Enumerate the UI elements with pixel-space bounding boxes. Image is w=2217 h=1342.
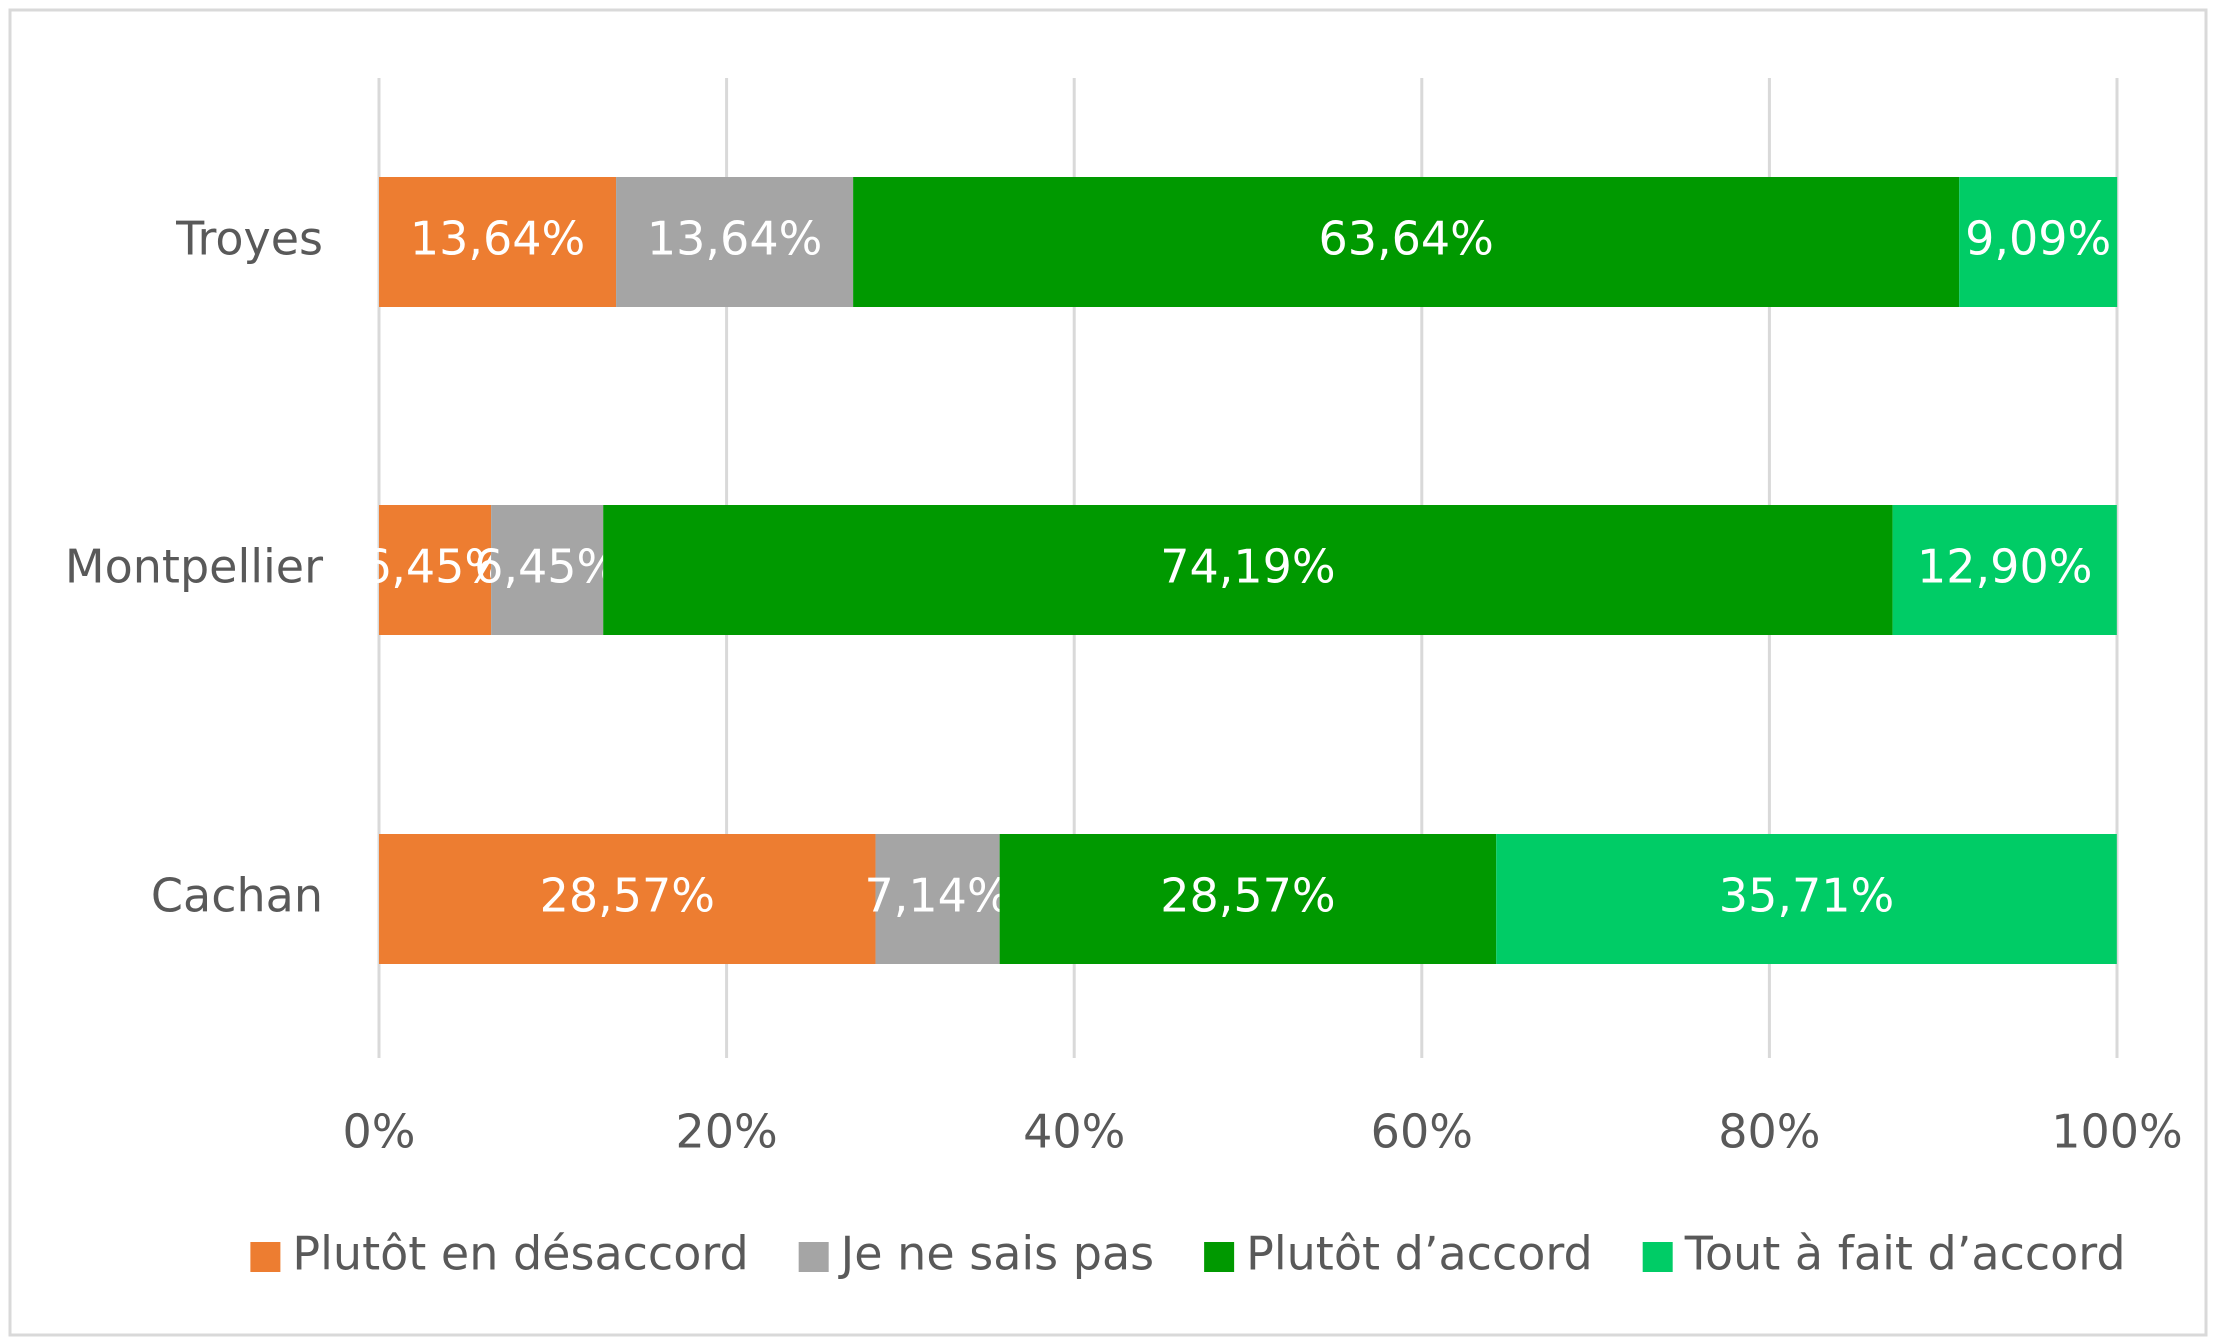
legend-label: Je ne sais pas: [838, 1227, 1154, 1281]
bar-segment: [875, 834, 1000, 964]
bar-segment: [853, 177, 1960, 307]
x-tick-label: 0%: [343, 1105, 416, 1159]
x-tick-label: 100%: [2051, 1105, 2183, 1159]
data-label: 7,14%: [865, 869, 1011, 923]
bar-segment: [379, 505, 492, 635]
x-tick-label: 40%: [1023, 1105, 1125, 1159]
legend-label: Plutôt en désaccord: [292, 1227, 748, 1281]
bar-segment: [491, 505, 604, 635]
data-label: 28,57%: [1160, 869, 1335, 923]
x-tick-label: 60%: [1371, 1105, 1473, 1159]
bar-segment: [1959, 177, 2118, 307]
legend-label: Plutôt d’accord: [1246, 1227, 1593, 1281]
legend-swatch: [250, 1242, 281, 1272]
legend-swatch: [798, 1242, 829, 1272]
x-tick-label: 80%: [1718, 1105, 1820, 1159]
y-tick-label: Montpellier: [65, 540, 323, 594]
data-label: 12,90%: [1917, 540, 2092, 594]
data-label: 28,57%: [540, 869, 715, 923]
legend-swatch: [1204, 1242, 1235, 1272]
data-label: 9,09%: [1965, 212, 2111, 266]
y-tick-label: Troyes: [175, 212, 323, 266]
data-label: 35,71%: [1719, 869, 1894, 923]
bar-segment: [379, 834, 876, 964]
bar-segment: [999, 834, 1497, 964]
bar-segment: [1892, 505, 2117, 635]
data-label: 6,45%: [474, 540, 620, 594]
x-tick-label: 20%: [675, 1105, 777, 1159]
data-label: 74,19%: [1160, 540, 1335, 594]
y-tick-label: Cachan: [151, 869, 323, 923]
data-label: 13,64%: [410, 212, 585, 266]
data-label: 13,64%: [647, 212, 822, 266]
legend-label: Tout à fait d’accord: [1684, 1227, 2126, 1281]
bar-segment: [379, 177, 617, 307]
bar-segment: [1496, 834, 2117, 964]
data-label: 6,45%: [362, 540, 508, 594]
bar-segment: [616, 177, 854, 307]
legend-swatch: [1642, 1242, 1673, 1272]
bar-segment: [603, 505, 1893, 635]
data-label: 63,64%: [1318, 212, 1493, 266]
